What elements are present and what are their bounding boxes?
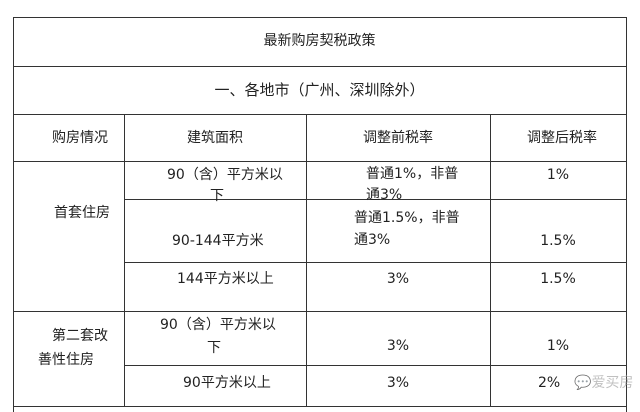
area-cell: 90（含）平方米以 bbox=[167, 167, 283, 183]
group-label: 首套住房 bbox=[54, 205, 110, 221]
table-border bbox=[13, 114, 626, 115]
table-border bbox=[13, 66, 626, 67]
before-cell: 3% bbox=[386, 338, 410, 354]
area-cell: 90（含）平方米以 bbox=[160, 317, 276, 333]
area-cell: 144平方米以上 bbox=[177, 271, 274, 287]
header-before: 调整前税率 bbox=[363, 130, 433, 146]
header-after: 调整后税率 bbox=[527, 130, 597, 146]
table-border bbox=[13, 17, 626, 18]
watermark-text: 爱买房 bbox=[591, 375, 634, 391]
section-title: 一、各地市（广州、深圳除外） bbox=[214, 81, 425, 99]
before-cell: 普通1%，非普 bbox=[366, 166, 459, 182]
before-cell: 普通1.5%，非普 bbox=[354, 210, 460, 226]
table-border bbox=[626, 17, 627, 412]
after-cell: 2% bbox=[538, 375, 561, 391]
table-border bbox=[13, 406, 626, 407]
group-label: 善性住房 bbox=[38, 352, 94, 368]
after-cell: 1% bbox=[546, 338, 570, 354]
table-border bbox=[13, 311, 626, 312]
area-cell: 下 bbox=[210, 188, 224, 204]
table-border bbox=[124, 114, 125, 406]
table-border bbox=[13, 161, 626, 162]
table-title: 最新购房契税政策 bbox=[263, 33, 376, 49]
table-border bbox=[124, 365, 626, 366]
area-cell: 90-144平方米 bbox=[172, 233, 264, 249]
table-border bbox=[13, 17, 14, 412]
table-border bbox=[490, 114, 491, 406]
group-label: 第二套改 bbox=[52, 328, 108, 344]
before-cell: 3% bbox=[386, 375, 410, 391]
table-border bbox=[124, 262, 626, 263]
header-situation: 购房情况 bbox=[52, 130, 108, 146]
watermark: 💬爱买房 bbox=[574, 373, 633, 393]
after-cell: 1.5% bbox=[540, 271, 576, 287]
before-cell: 3% bbox=[386, 271, 410, 287]
after-cell: 1.5% bbox=[540, 233, 576, 249]
table-border bbox=[306, 114, 307, 406]
before-cell: 通3% bbox=[366, 187, 403, 203]
before-cell: 通3% bbox=[354, 232, 391, 248]
area-cell: 下 bbox=[207, 340, 221, 356]
chat-bubble-icon: 💬 bbox=[574, 375, 592, 391]
after-cell: 1% bbox=[546, 167, 570, 183]
header-area: 建筑面积 bbox=[187, 130, 243, 146]
area-cell: 90平方米以上 bbox=[183, 375, 271, 391]
table-border bbox=[124, 199, 626, 200]
